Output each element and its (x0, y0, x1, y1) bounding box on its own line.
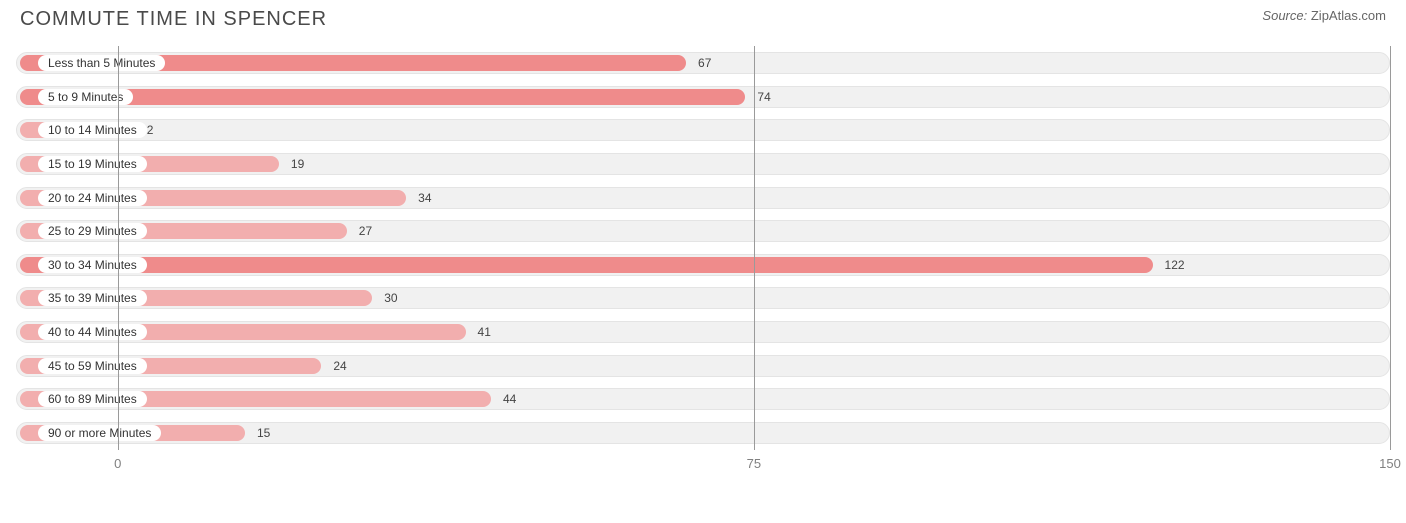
bar-value: 74 (757, 84, 770, 110)
bar-row: 30 to 34 Minutes 122 (16, 252, 1390, 278)
category-label: 5 to 9 Minutes (38, 89, 133, 105)
bar-value: 34 (418, 185, 431, 211)
category-label: Less than 5 Minutes (38, 55, 165, 71)
bar-row: 10 to 14 Minutes2 (16, 117, 1390, 143)
axis-tick: 150 (1379, 456, 1401, 471)
category-label: 20 to 24 Minutes (38, 190, 147, 206)
axis-tick: 0 (114, 456, 121, 471)
bar-value: 19 (291, 151, 304, 177)
gridline (1390, 46, 1391, 450)
gridline (754, 46, 755, 450)
source-label: Source: (1262, 8, 1307, 23)
bar-row: 35 to 39 Minutes 30 (16, 285, 1390, 311)
source-name: ZipAtlas.com (1311, 8, 1386, 23)
bar-value: 41 (478, 319, 491, 345)
bar-row: 60 to 89 Minutes 44 (16, 386, 1390, 412)
bar-value: 2 (147, 117, 154, 143)
bar-fill (20, 257, 1153, 273)
bar-row: 25 to 29 Minutes 27 (16, 218, 1390, 244)
bar-row: 5 to 9 Minutes 74 (16, 84, 1390, 110)
bar-value: 24 (333, 353, 346, 379)
bar-value: 44 (503, 386, 516, 412)
bar-value: 122 (1165, 252, 1185, 278)
axis-tick: 75 (747, 456, 761, 471)
category-label: 15 to 19 Minutes (38, 156, 147, 172)
bar-row: 20 to 24 Minutes 34 (16, 185, 1390, 211)
chart-header: COMMUTE TIME IN SPENCER Source: ZipAtlas… (0, 0, 1406, 31)
gridline (118, 46, 119, 450)
category-label: 10 to 14 Minutes (38, 122, 147, 138)
bar-row: 40 to 44 Minutes 41 (16, 319, 1390, 345)
source-attribution: Source: ZipAtlas.com (1262, 8, 1386, 23)
category-label: 35 to 39 Minutes (38, 290, 147, 306)
bar-value: 30 (384, 285, 397, 311)
category-label: 60 to 89 Minutes (38, 391, 147, 407)
bar-value: 67 (698, 50, 711, 76)
bar-value: 15 (257, 420, 270, 446)
chart-area: Less than 5 Minutes 67 5 to 9 Minutes 74 10 … (16, 46, 1390, 476)
category-label: 40 to 44 Minutes (38, 324, 147, 340)
bar-value: 27 (359, 218, 372, 244)
category-label: 30 to 34 Minutes (38, 257, 147, 273)
bars-container: Less than 5 Minutes 67 5 to 9 Minutes 74 10 … (16, 46, 1390, 450)
bar-row: 15 to 19 Minutes 19 (16, 151, 1390, 177)
bar-track (16, 119, 1390, 141)
chart-title: COMMUTE TIME IN SPENCER (20, 8, 327, 31)
bar-row: 45 to 59 Minutes 24 (16, 353, 1390, 379)
category-label: 25 to 29 Minutes (38, 223, 147, 239)
category-label: 90 or more Minutes (38, 425, 161, 441)
category-label: 45 to 59 Minutes (38, 358, 147, 374)
bar-row: 90 or more Minutes 15 (16, 420, 1390, 446)
bar-row: Less than 5 Minutes 67 (16, 50, 1390, 76)
x-axis: 075150 (16, 456, 1390, 476)
